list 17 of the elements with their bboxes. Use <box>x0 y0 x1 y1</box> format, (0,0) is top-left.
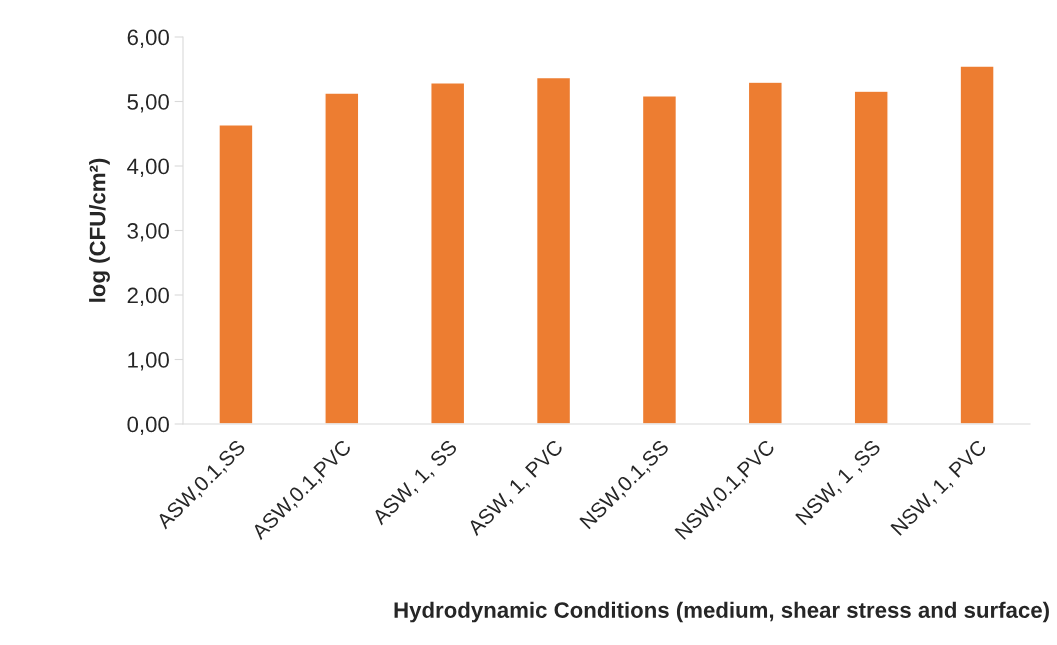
y-tick-label: 2,00 <box>127 287 169 306</box>
y-axis-title: log (CFU/cm²) <box>89 158 110 302</box>
y-tick-label: 5,00 <box>127 94 169 113</box>
bar <box>747 81 783 424</box>
y-tick-label: 1,00 <box>128 352 169 371</box>
y-tick-label: 4,00 <box>127 158 169 177</box>
bar <box>535 76 572 424</box>
bar <box>218 124 254 424</box>
bar <box>641 95 678 424</box>
y-tick-label: 6,00 <box>127 29 169 48</box>
bar <box>959 65 995 424</box>
x-axis-title: Hydrodynamic Conditions (medium, shear stress and surface) <box>394 601 1049 623</box>
bar <box>853 90 889 424</box>
y-tick-label: 3,00 <box>127 223 169 242</box>
bar <box>324 92 360 424</box>
y-tick-label: 0,00 <box>127 416 169 435</box>
bar <box>430 82 466 424</box>
